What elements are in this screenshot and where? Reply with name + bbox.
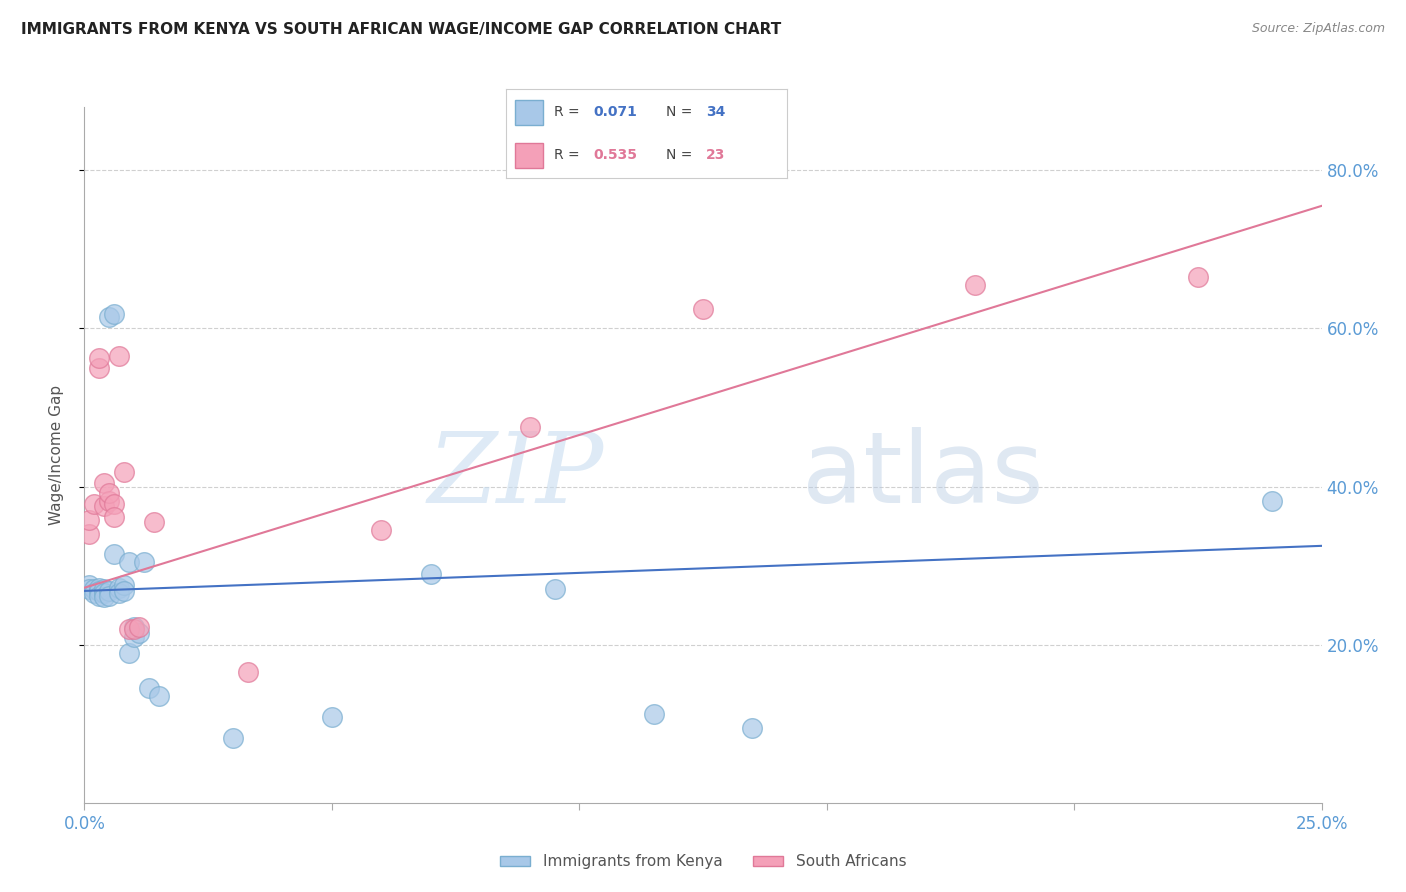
Point — [98, 310, 121, 324]
Point — [108, 349, 131, 363]
Point — [643, 707, 665, 722]
Point — [112, 578, 135, 592]
Point — [419, 566, 441, 581]
Point — [108, 586, 131, 600]
Point — [112, 583, 135, 598]
Point — [89, 589, 111, 603]
Text: N =: N = — [666, 148, 697, 161]
Point — [148, 689, 170, 703]
Text: atlas: atlas — [801, 427, 1043, 524]
Point — [103, 497, 125, 511]
Point — [89, 351, 111, 366]
Point — [236, 665, 259, 680]
Point — [103, 307, 125, 321]
Point — [142, 515, 165, 529]
Text: IMMIGRANTS FROM KENYA VS SOUTH AFRICAN WAGE/INCOME GAP CORRELATION CHART: IMMIGRANTS FROM KENYA VS SOUTH AFRICAN W… — [21, 22, 782, 37]
Point — [132, 555, 155, 569]
Point — [118, 646, 141, 660]
Text: 0.071: 0.071 — [593, 105, 637, 119]
Point — [98, 589, 121, 603]
Text: R =: R = — [554, 148, 583, 161]
Point — [543, 582, 565, 597]
Point — [93, 500, 115, 514]
Point — [692, 301, 714, 316]
Point — [79, 527, 101, 541]
Text: N =: N = — [666, 105, 697, 119]
Text: R =: R = — [554, 105, 583, 119]
Point — [83, 586, 105, 600]
FancyBboxPatch shape — [515, 100, 543, 125]
Point — [1261, 493, 1284, 508]
Point — [128, 620, 150, 634]
Point — [122, 622, 145, 636]
Point — [1187, 270, 1209, 285]
Text: 23: 23 — [706, 148, 725, 161]
Point — [519, 420, 541, 434]
Point — [83, 497, 105, 511]
Point — [93, 586, 115, 600]
Point — [93, 591, 115, 605]
Point — [93, 582, 115, 597]
Point — [89, 583, 111, 598]
Point — [118, 555, 141, 569]
Legend: Immigrants from Kenya, South Africans: Immigrants from Kenya, South Africans — [494, 848, 912, 875]
Point — [98, 493, 121, 508]
Point — [79, 513, 101, 527]
Point — [122, 630, 145, 644]
Text: 34: 34 — [706, 105, 725, 119]
Point — [741, 721, 763, 735]
Point — [79, 582, 101, 597]
Point — [108, 581, 131, 595]
Point — [93, 475, 115, 490]
Point — [89, 581, 111, 595]
Point — [128, 625, 150, 640]
Point — [122, 620, 145, 634]
Point — [321, 710, 343, 724]
Text: ZIP: ZIP — [427, 428, 605, 524]
Text: 0.535: 0.535 — [593, 148, 637, 161]
Point — [118, 622, 141, 636]
FancyBboxPatch shape — [515, 143, 543, 168]
Point — [83, 582, 105, 597]
Point — [370, 523, 392, 537]
Point — [89, 360, 111, 375]
Point — [79, 578, 101, 592]
Point — [103, 509, 125, 524]
Point — [222, 731, 245, 745]
Text: Source: ZipAtlas.com: Source: ZipAtlas.com — [1251, 22, 1385, 36]
Point — [965, 277, 987, 292]
Point — [98, 583, 121, 598]
Point — [138, 681, 160, 695]
Y-axis label: Wage/Income Gap: Wage/Income Gap — [49, 384, 63, 525]
Point — [103, 547, 125, 561]
Point — [112, 466, 135, 480]
Point — [98, 486, 121, 500]
